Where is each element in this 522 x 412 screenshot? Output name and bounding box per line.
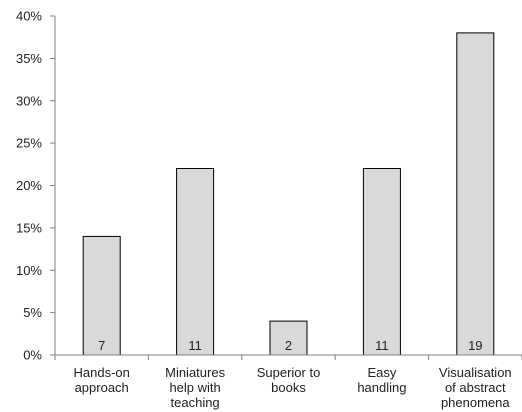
- data-label-2: 11: [188, 338, 202, 353]
- data-label-1: 7: [98, 338, 105, 353]
- y-tick-label-7: 35%: [16, 51, 42, 66]
- y-tick-label-0: 0%: [23, 348, 42, 363]
- bar-5: [456, 32, 495, 356]
- y-tick-label-3: 15%: [16, 220, 42, 235]
- category-label-1: Hands-on approach: [74, 365, 130, 395]
- y-tick-label-6: 30%: [16, 93, 42, 108]
- category-label-5: Visualisation of abstract phenomena: [439, 365, 512, 410]
- data-label-3: 2: [285, 338, 292, 353]
- data-labels: 7 11 2 11 19: [98, 338, 482, 353]
- y-tick-label-5: 25%: [16, 136, 42, 151]
- bars: [82, 32, 495, 356]
- y-tick-label-2: 10%: [16, 263, 42, 278]
- category-label-2: Miniatures help with teaching: [165, 365, 225, 410]
- data-label-4: 11: [375, 338, 389, 353]
- axes: Hands-on approach Miniatures help with teach…: [16, 9, 522, 410]
- data-label-5: 19: [468, 338, 482, 353]
- y-tick-label-4: 20%: [16, 178, 42, 193]
- category-label-4: Easy handling: [357, 365, 406, 395]
- category-label-3: Superior to books: [257, 365, 321, 395]
- bar-3: [269, 320, 308, 356]
- bar-4: [362, 168, 401, 356]
- bar-1: [82, 235, 121, 356]
- y-tick-label-1: 5%: [23, 305, 42, 320]
- y-tick-label-8: 40%: [16, 9, 42, 24]
- bar-2: [176, 168, 215, 356]
